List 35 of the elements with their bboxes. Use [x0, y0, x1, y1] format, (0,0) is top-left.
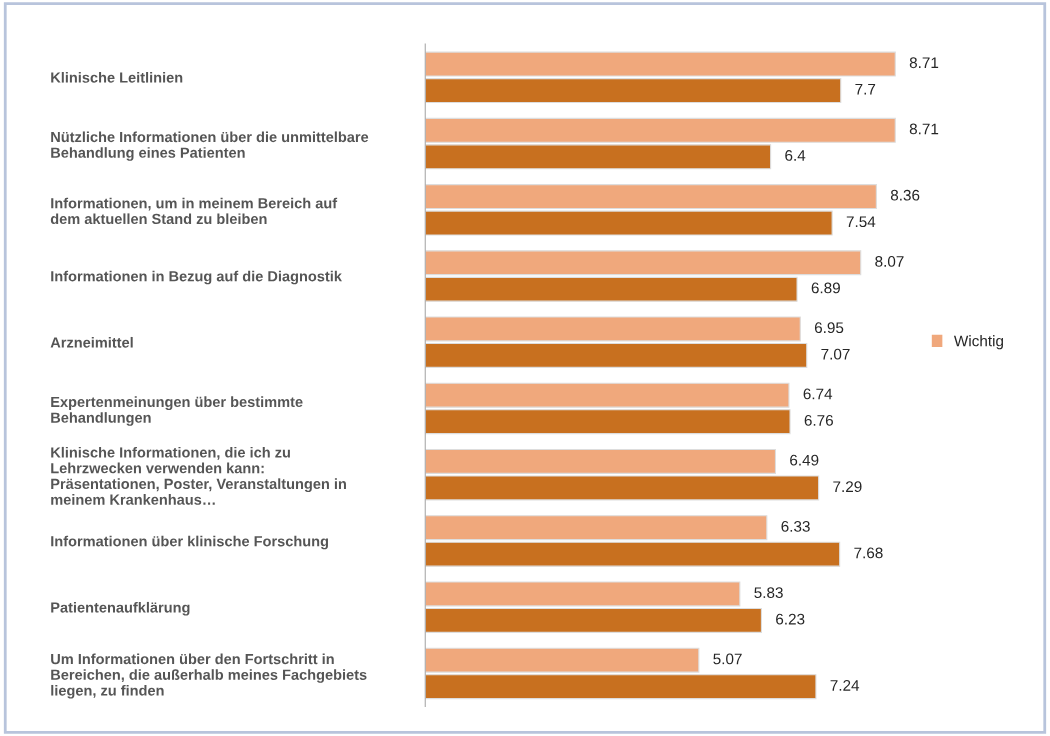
y-tick-label: Informationen, um in meinem Bereich auf dem aktuellen Stand zu bleiben: [50, 197, 338, 225]
data-label: 7.7: [855, 83, 876, 95]
y-tick-label: Arzneimittel: [50, 336, 133, 348]
data-label: 7.54: [846, 216, 876, 228]
data-label: 6.89: [811, 282, 840, 294]
data-label: 7.68: [854, 547, 883, 559]
data-label: 6.23: [776, 613, 805, 625]
y-tick-label: Informationen über klinische Forschung: [51, 535, 329, 550]
data-label: 7.29: [833, 481, 862, 493]
data-label: 5.07: [713, 653, 742, 665]
data-label: 8.36: [890, 189, 920, 201]
data-label: 6.33: [781, 520, 810, 532]
y-tick-label: Patientenaufklärung: [51, 601, 190, 616]
y-tick-label: Klinische Leitlinien: [51, 72, 183, 83]
y-tick-label: Informationen in Bezug auf die Diagnostik: [51, 270, 342, 285]
data-label: 6.49: [790, 454, 819, 466]
bar: [425, 276, 798, 302]
data-label: 6.74: [803, 388, 833, 400]
data-label: 8.71: [909, 123, 939, 135]
data-label: 6.95: [814, 322, 844, 334]
bar: [425, 541, 841, 567]
y-tick-label: Nützliche Informationen über die unmittelbare Behandlung eines Patienten: [51, 131, 369, 161]
data-label: 8.71: [909, 57, 939, 69]
data-label: 5.83: [754, 587, 783, 599]
y-tick-label: Um Informationen über den Fortschritt in Bereichen, die außerhalb meines Fachgebiets liegen, zu finden: [51, 653, 367, 699]
bar: [425, 515, 768, 541]
data-label: 6.76: [804, 415, 833, 426]
legend-label: Wichtig: [953, 335, 1003, 350]
data-label: 6.4: [785, 150, 806, 161]
y-tick-label: Klinische Informationen, die ich zu Lehrzwecken verwenden kann: Präsentationen, Poster, Veranstaltungen in meinem Krankenhaus…: [51, 446, 346, 505]
data-label: 8.07: [875, 256, 904, 267]
y-tick-label: Expertenmeinungen über bestimmte Behandlungen: [51, 396, 303, 426]
data-label: 7.24: [830, 679, 860, 691]
data-label: 7.07: [821, 348, 850, 360]
bar: [425, 250, 862, 276]
